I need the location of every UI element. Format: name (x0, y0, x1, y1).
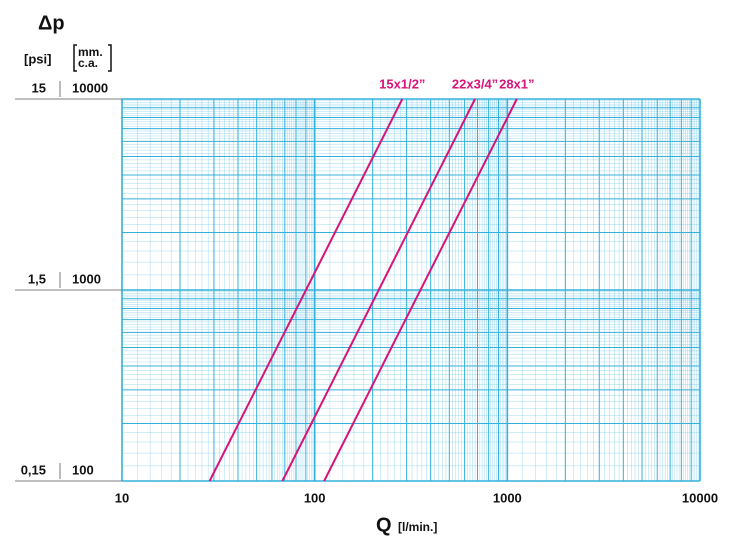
y2-tick-label: 0,15 (21, 462, 46, 477)
series-label: 28x1” (499, 76, 534, 91)
y2-tick-label: 1,5 (28, 271, 46, 286)
series-label: 22x3/4” (452, 76, 498, 91)
y2-unit: [psi] (24, 51, 51, 66)
y-unit: c.a. (78, 56, 98, 70)
y-tick-label: 1000 (72, 271, 101, 286)
x-tick-label: 100 (304, 490, 326, 505)
bracket (73, 44, 112, 72)
y2-tick-label: 15 (32, 80, 46, 95)
y-unit: mm. (78, 45, 103, 59)
series-line (281, 98, 476, 482)
series-label: 15x1/2” (379, 76, 425, 91)
series-line (208, 98, 404, 482)
x-title: Q (376, 514, 392, 536)
x-tick-label: 1000 (493, 490, 522, 505)
x-tick-label: 10 (115, 490, 129, 505)
y-title: Δp (38, 12, 65, 34)
y-tick-label: 10000 (72, 80, 108, 95)
x-unit: [l/min.] (398, 520, 437, 534)
series-line (323, 98, 518, 482)
y-tick-label: 100 (72, 462, 94, 477)
x-tick-label: 10000 (682, 490, 718, 505)
